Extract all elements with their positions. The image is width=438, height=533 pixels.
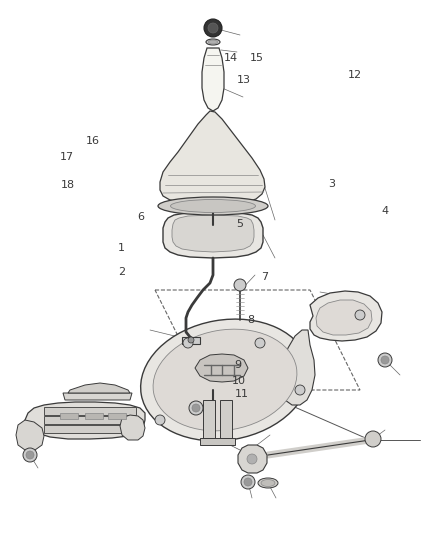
Text: 1: 1: [118, 243, 125, 253]
Text: 10: 10: [232, 376, 246, 386]
Circle shape: [208, 23, 218, 33]
Polygon shape: [202, 48, 224, 111]
Ellipse shape: [158, 197, 268, 215]
Text: 5: 5: [237, 219, 244, 229]
Circle shape: [192, 404, 200, 412]
Polygon shape: [203, 400, 215, 438]
Polygon shape: [163, 212, 263, 258]
Polygon shape: [172, 215, 254, 252]
Polygon shape: [60, 413, 78, 419]
Circle shape: [234, 279, 246, 291]
Text: 4: 4: [381, 206, 388, 215]
Polygon shape: [200, 438, 235, 445]
Text: 15: 15: [250, 53, 264, 62]
Circle shape: [204, 19, 222, 37]
Circle shape: [241, 475, 255, 489]
Text: 9: 9: [234, 360, 241, 370]
Text: 18: 18: [60, 181, 74, 190]
Circle shape: [23, 448, 37, 462]
Circle shape: [255, 338, 265, 348]
Text: 7: 7: [261, 272, 268, 282]
Circle shape: [247, 454, 257, 464]
Circle shape: [183, 338, 193, 348]
Text: 16: 16: [85, 136, 99, 146]
Circle shape: [189, 401, 203, 415]
Text: 11: 11: [234, 390, 248, 399]
Polygon shape: [108, 413, 126, 419]
Polygon shape: [310, 291, 382, 341]
Text: 8: 8: [247, 315, 254, 325]
Polygon shape: [220, 400, 232, 438]
Circle shape: [355, 310, 365, 320]
Ellipse shape: [153, 329, 297, 431]
Polygon shape: [85, 413, 103, 419]
Ellipse shape: [141, 319, 309, 441]
Ellipse shape: [170, 199, 255, 213]
Ellipse shape: [258, 478, 278, 488]
Polygon shape: [195, 354, 248, 382]
Circle shape: [378, 353, 392, 367]
Text: 6: 6: [138, 213, 145, 222]
Polygon shape: [316, 300, 372, 335]
Text: 14: 14: [223, 53, 237, 62]
Circle shape: [188, 337, 194, 343]
Circle shape: [295, 385, 305, 395]
Ellipse shape: [206, 39, 220, 45]
Circle shape: [381, 356, 389, 364]
Polygon shape: [120, 415, 145, 440]
Polygon shape: [280, 330, 315, 405]
Polygon shape: [238, 445, 267, 473]
Text: 2: 2: [118, 267, 125, 277]
Ellipse shape: [208, 40, 218, 44]
Polygon shape: [160, 111, 265, 206]
Circle shape: [365, 431, 381, 447]
Polygon shape: [68, 383, 130, 393]
Text: 13: 13: [237, 75, 251, 85]
Text: 12: 12: [348, 70, 362, 79]
Circle shape: [155, 415, 165, 425]
Text: 17: 17: [60, 152, 74, 162]
Polygon shape: [25, 402, 145, 439]
Polygon shape: [16, 420, 44, 450]
Text: 3: 3: [328, 179, 336, 189]
Circle shape: [244, 478, 252, 486]
Circle shape: [26, 451, 34, 459]
Polygon shape: [63, 393, 132, 400]
Polygon shape: [182, 337, 200, 344]
Polygon shape: [44, 416, 136, 424]
Polygon shape: [44, 425, 136, 433]
Ellipse shape: [261, 480, 275, 487]
Polygon shape: [44, 407, 136, 415]
